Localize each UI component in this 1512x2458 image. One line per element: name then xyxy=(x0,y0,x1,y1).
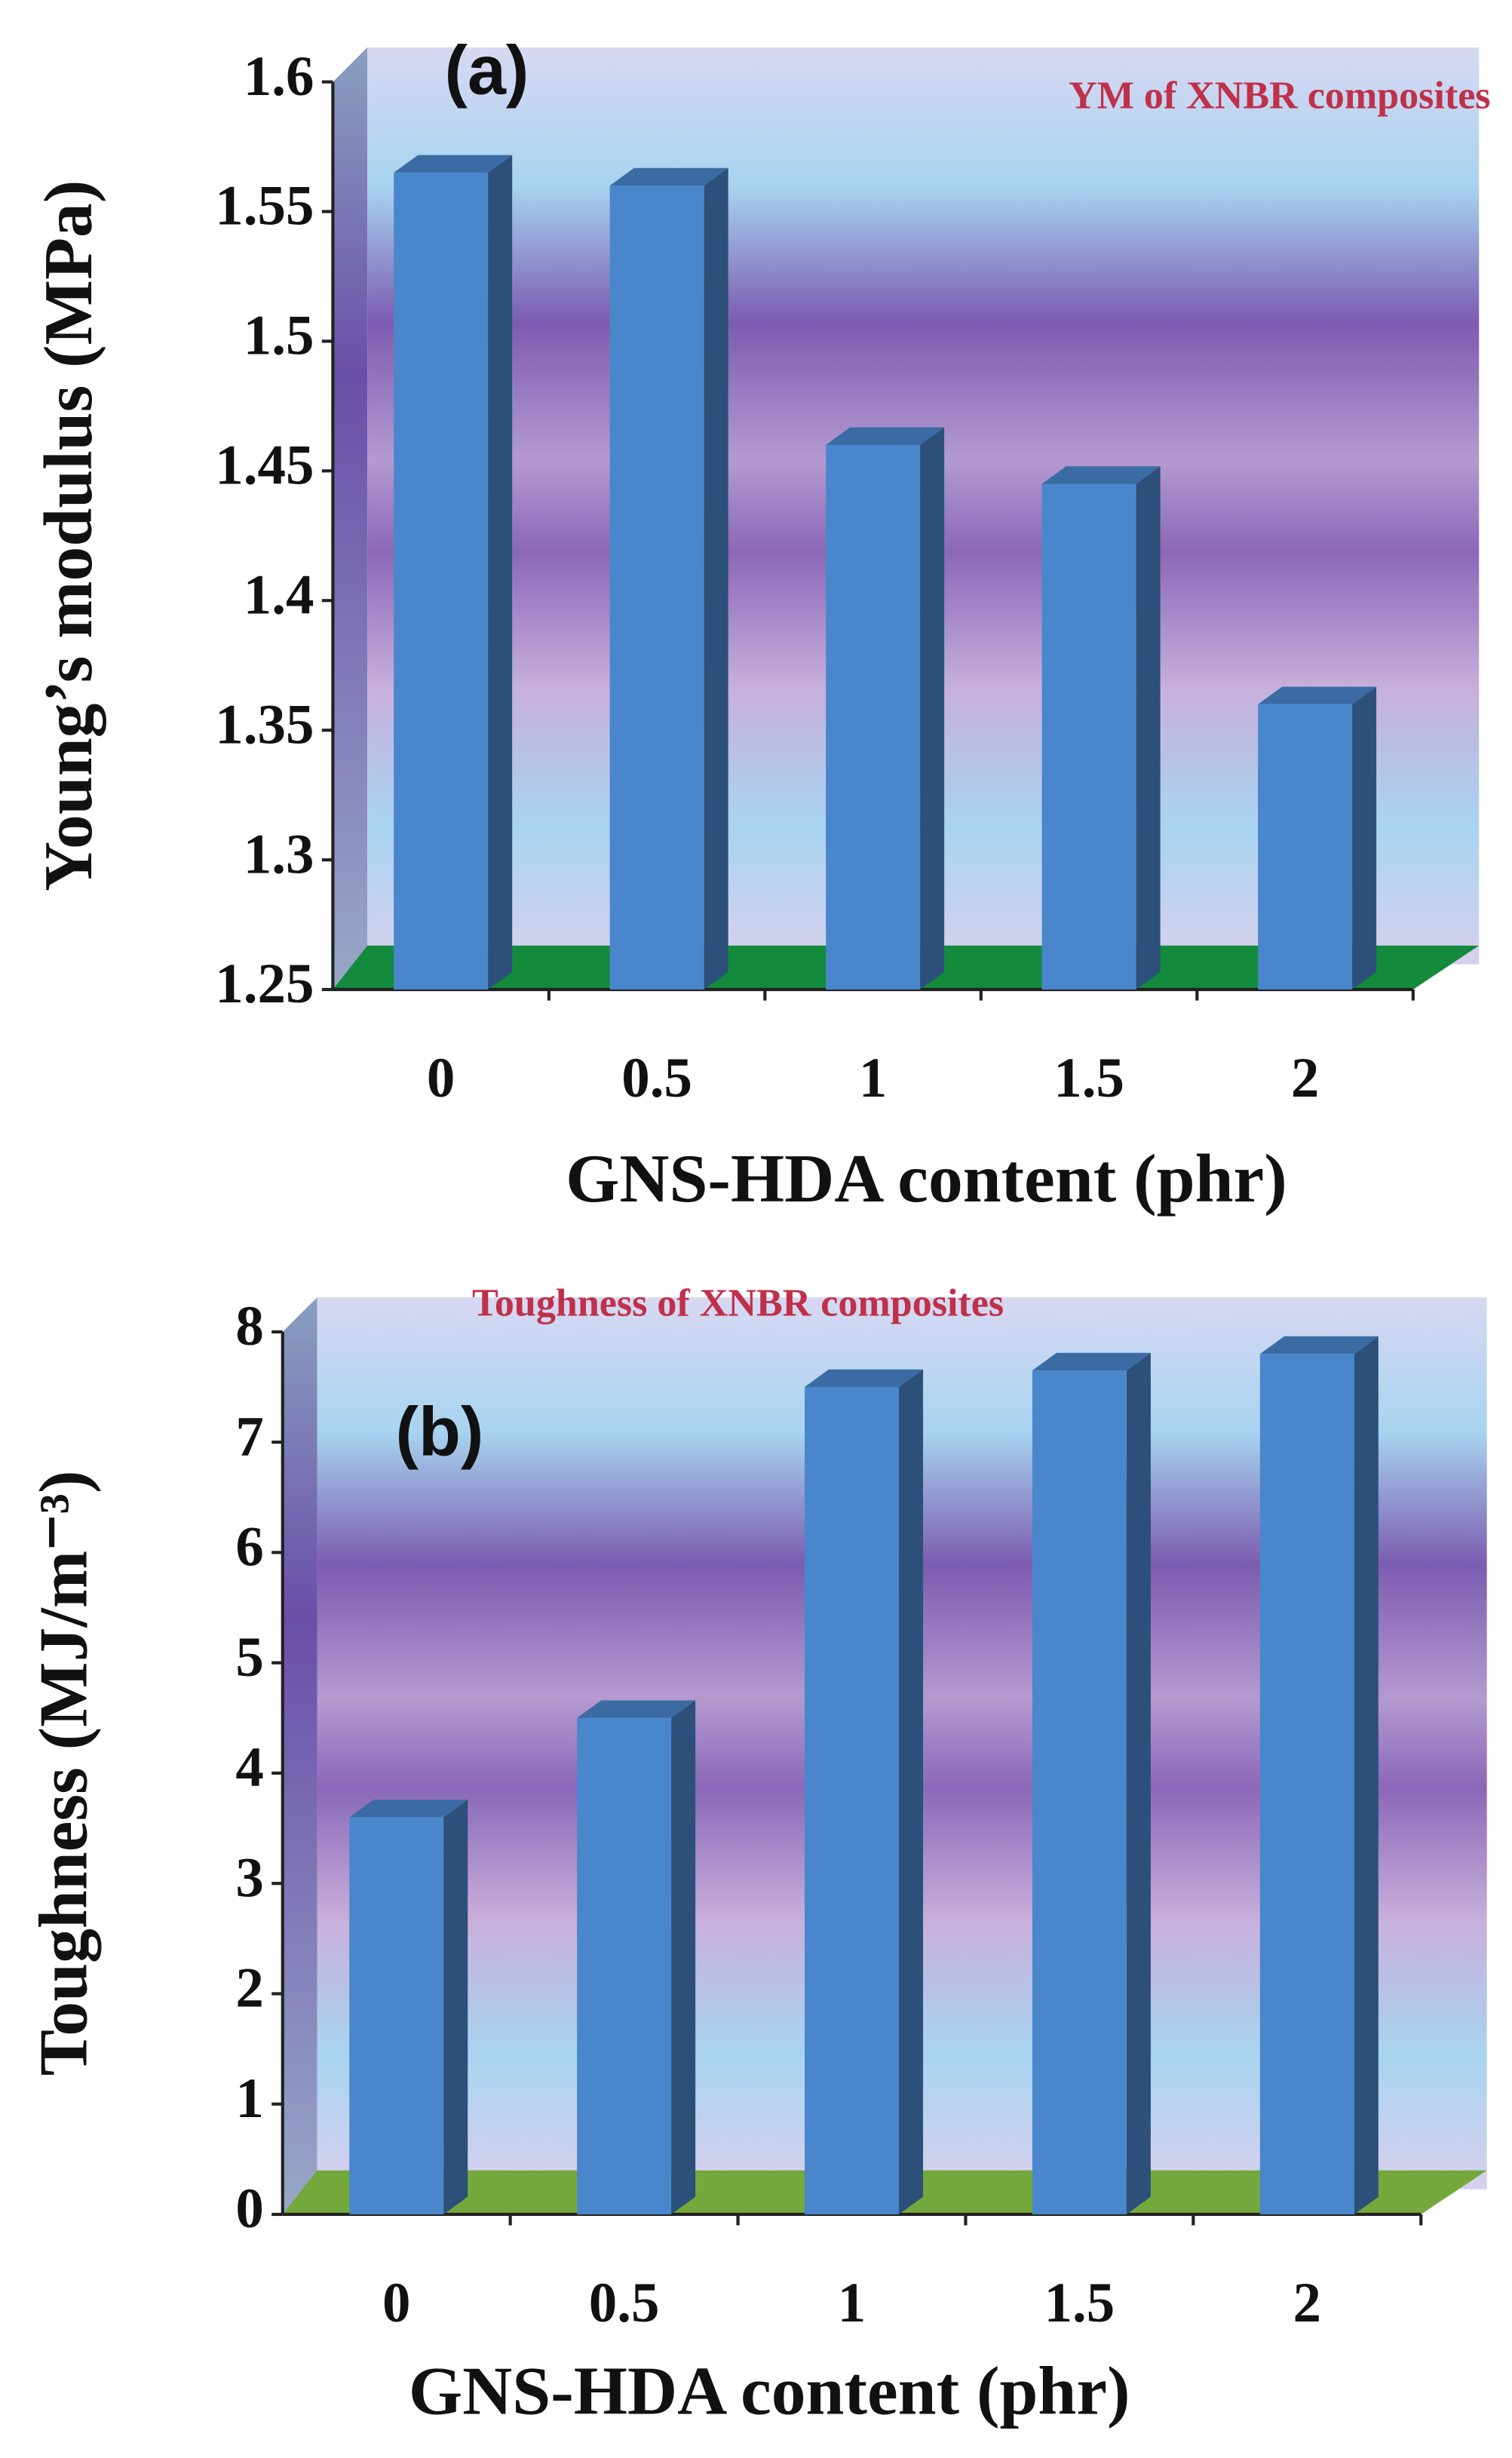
x-tick-label: 0 xyxy=(382,2272,410,2334)
bar-top xyxy=(577,1700,696,1718)
bar-top xyxy=(1259,1336,1379,1355)
bar xyxy=(1041,483,1136,990)
y-tick-label: 8 xyxy=(235,1295,263,1358)
bar-top xyxy=(609,167,728,186)
bar xyxy=(609,186,704,990)
x-tick-label: 0.5 xyxy=(589,2272,660,2334)
y-tick-label: 1.6 xyxy=(244,45,314,108)
bar-side xyxy=(1352,686,1377,990)
y-axis-title: Young’s modulus (MPa) xyxy=(29,180,106,891)
panel-label: (b) xyxy=(395,1394,483,1471)
bar xyxy=(349,1817,444,2214)
y-tick-label: 4 xyxy=(235,1736,263,1799)
y-tick-label: 1.4 xyxy=(244,563,314,626)
y-tick-label: 7 xyxy=(235,1405,263,1468)
y-tick-label: 5 xyxy=(235,1626,263,1689)
bar xyxy=(1032,1370,1127,2214)
chart-title: YM of XNBR composites xyxy=(1069,74,1490,117)
x-tick-label: 1 xyxy=(838,2272,866,2334)
y-tick-label: 3 xyxy=(235,1846,263,1909)
x-tick-label: 1.5 xyxy=(1044,2272,1115,2334)
x-tick-label: 1 xyxy=(859,1047,887,1109)
bar-top xyxy=(349,1800,468,1818)
y-tick-label: 1 xyxy=(235,2067,263,2130)
y-tick-label: 6 xyxy=(235,1516,263,1579)
side-wall xyxy=(282,1297,317,2214)
bar-side xyxy=(704,167,728,990)
bar xyxy=(805,1387,899,2214)
x-axis-title: GNS-HDA content (phr) xyxy=(566,1140,1287,1217)
x-axis-title: GNS-HDA content (phr) xyxy=(409,2352,1130,2429)
chart-title: Toughness of XNBR composites xyxy=(472,1281,1004,1324)
y-tick-label: 1.3 xyxy=(244,823,314,885)
bar xyxy=(1259,1354,1354,2214)
x-tick-label: 1.5 xyxy=(1053,1047,1124,1109)
x-tick-label: 0 xyxy=(427,1047,455,1109)
y-tick-label: 1.35 xyxy=(215,693,314,756)
x-tick-label: 0.5 xyxy=(621,1047,692,1109)
y-axis-title: Toughness (MJ/m⁻³) xyxy=(25,1471,102,2076)
bar xyxy=(394,172,489,990)
bar-side xyxy=(898,1369,924,2214)
y-tick-label: 1.25 xyxy=(215,953,314,1015)
bar-side xyxy=(1354,1336,1379,2214)
bar xyxy=(1258,704,1353,990)
side-wall xyxy=(333,47,368,990)
bar-top xyxy=(805,1369,924,1388)
bar-side xyxy=(920,427,945,990)
y-tick-label: 1.55 xyxy=(215,175,314,238)
bar-side xyxy=(488,155,513,990)
bar-top xyxy=(1041,466,1161,484)
bar-top xyxy=(1032,1352,1151,1371)
bar xyxy=(577,1717,672,2214)
bar-side xyxy=(671,1700,696,2214)
y-tick-label: 0 xyxy=(235,2177,263,2240)
bar-top xyxy=(1258,686,1377,704)
x-tick-label: 2 xyxy=(1293,2272,1321,2334)
y-tick-label: 1.45 xyxy=(215,434,314,497)
y-tick-label: 1.5 xyxy=(244,305,314,367)
bar xyxy=(826,444,921,990)
panel-label: (a) xyxy=(444,32,529,109)
x-tick-label: 2 xyxy=(1291,1047,1319,1109)
y-tick-label: 2 xyxy=(235,1957,263,2020)
bar-side xyxy=(1136,466,1161,990)
bar-top xyxy=(826,427,945,445)
bar-top xyxy=(394,155,513,173)
bar-side xyxy=(1126,1352,1151,2214)
bar-side xyxy=(443,1800,468,2214)
